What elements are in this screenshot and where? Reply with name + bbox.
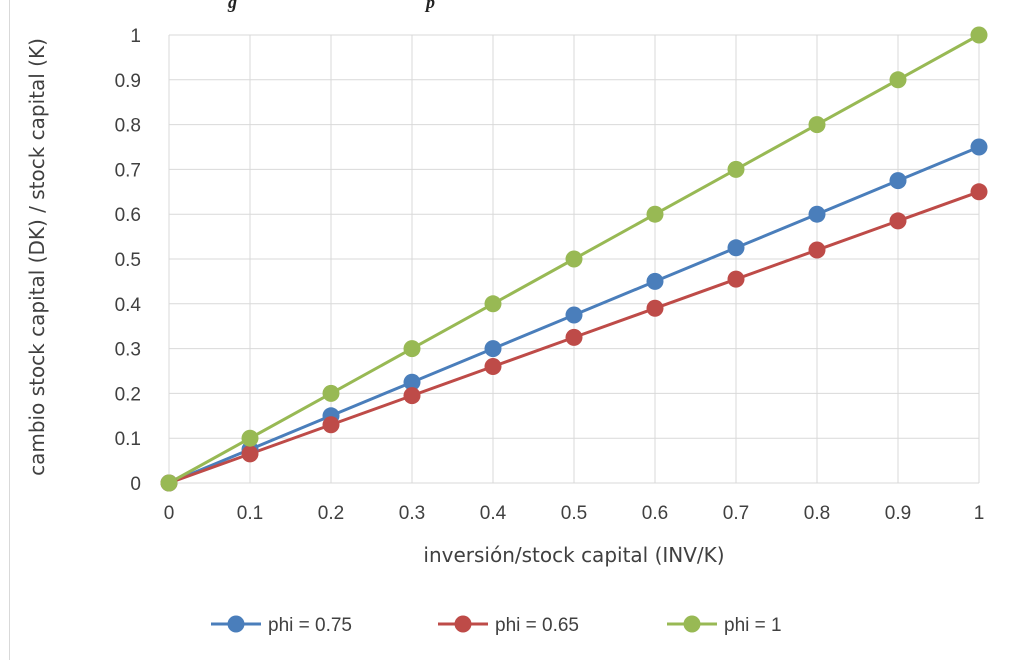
data-point — [565, 306, 583, 324]
data-point — [484, 340, 502, 358]
y-tick-label: 0.9 — [115, 71, 141, 92]
chart-top-caption: g p — [227, 0, 435, 12]
data-point — [889, 172, 907, 190]
x-tick-label: 0.4 — [480, 503, 507, 524]
data-point — [889, 212, 907, 230]
y-axis-title: cambio stock capital (DK) / stock capita… — [25, 38, 49, 476]
y-tick-label: 0.8 — [115, 116, 141, 137]
y-tick-label: 0.6 — [115, 205, 141, 226]
legend-label: phi = 1 — [724, 615, 782, 636]
y-tick-label: 0 — [130, 474, 141, 495]
x-tick-label: 0.2 — [318, 503, 344, 524]
y-tick-label: 0.3 — [115, 340, 141, 361]
legend-marker — [454, 615, 472, 633]
data-point — [241, 429, 259, 447]
data-point — [727, 160, 745, 178]
y-tick-label: 1 — [130, 26, 141, 47]
data-point — [646, 299, 664, 317]
data-point — [889, 71, 907, 89]
data-point — [484, 358, 502, 376]
data-point — [808, 116, 826, 134]
gridlines — [168, 34, 980, 484]
data-point — [484, 295, 502, 313]
data-point — [646, 272, 664, 290]
x-tick-label: 0.7 — [723, 503, 749, 524]
y-tick-label: 0.4 — [115, 295, 142, 316]
tick-labels: 0 0.1 0.2 0.3 0.4 0.5 0.6 0.7 0.8 0.9 1 0 0.1 0.2 0.3 0… — [115, 26, 985, 524]
data-point — [322, 416, 340, 434]
data-point — [727, 239, 745, 257]
data-point — [403, 387, 421, 405]
data-point — [646, 205, 664, 223]
data-point — [160, 474, 178, 492]
data-point — [322, 384, 340, 402]
data-point — [970, 183, 988, 201]
legend: phi = 0.75 phi = 0.65 phi = 1 — [211, 615, 782, 636]
x-tick-label: 0 — [164, 503, 175, 524]
data-point — [565, 250, 583, 268]
x-tick-label: 0.8 — [804, 503, 830, 524]
x-tick-label: 0.9 — [885, 503, 911, 524]
legend-marker — [683, 615, 701, 633]
data-point — [808, 241, 826, 259]
data-point — [403, 373, 421, 391]
data-point — [241, 445, 259, 463]
x-axis-title: inversión/stock capital (INV/K) — [423, 543, 724, 567]
x-tick-label: 0.3 — [399, 503, 425, 524]
x-tick-label: 0.5 — [561, 503, 587, 524]
y-tick-label: 0.7 — [115, 160, 141, 181]
data-point — [808, 205, 826, 223]
data-point — [403, 340, 421, 358]
data-point — [970, 138, 988, 156]
series-layer — [160, 26, 988, 492]
x-tick-label: 0.1 — [237, 503, 263, 524]
x-tick-label: 0.6 — [642, 503, 668, 524]
data-point — [727, 270, 745, 288]
y-tick-label: 0.5 — [115, 250, 141, 271]
data-point — [970, 26, 988, 44]
data-point — [565, 328, 583, 346]
chart-frame — [9, 0, 1013, 660]
y-tick-label: 0.1 — [115, 429, 141, 450]
legend-marker — [227, 615, 245, 633]
legend-label: phi = 0.75 — [268, 615, 352, 636]
y-tick-label: 0.2 — [115, 384, 141, 405]
x-tick-label: 1 — [974, 503, 985, 524]
legend-label: phi = 0.65 — [495, 615, 579, 636]
